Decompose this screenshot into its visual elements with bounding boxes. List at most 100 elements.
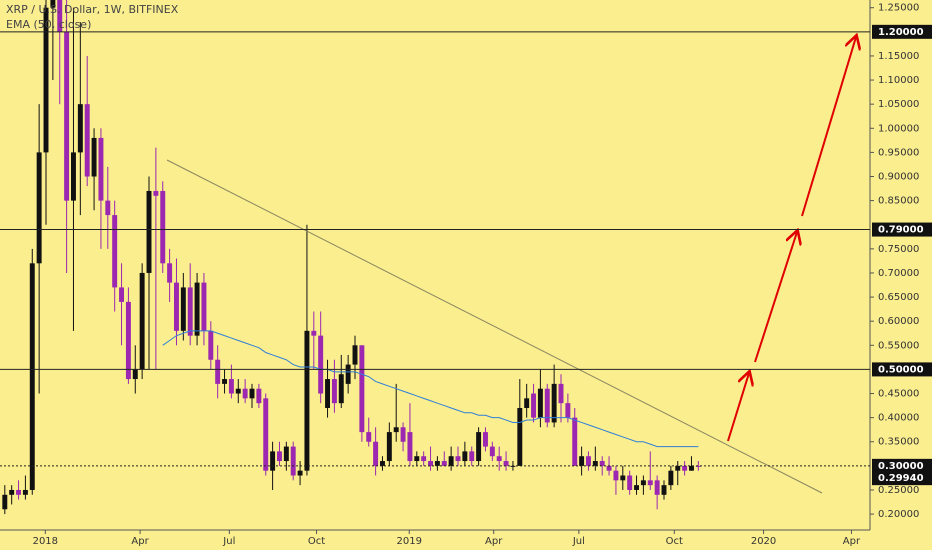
x-tick-label: Apr xyxy=(131,536,149,547)
candle-body xyxy=(599,461,605,466)
candle-body xyxy=(585,456,591,466)
y-tick-label: 0.70000 xyxy=(878,268,919,279)
candle-body xyxy=(379,461,385,466)
candle-body xyxy=(647,480,653,486)
x-tick-label: Jul xyxy=(222,536,235,547)
candle-body xyxy=(675,465,681,471)
candle-body xyxy=(174,282,179,331)
candle-body xyxy=(640,480,646,486)
candle-body xyxy=(448,456,454,466)
price-label-box xyxy=(872,458,932,473)
price-label-box xyxy=(872,24,932,39)
candle-body xyxy=(592,461,598,466)
x-tick-label: 2019 xyxy=(397,536,422,547)
x-tick-label: Apr xyxy=(843,536,861,547)
candle-body xyxy=(71,152,76,201)
candle-body xyxy=(187,287,193,336)
candle-body xyxy=(311,330,317,336)
y-tick-label: 0.40000 xyxy=(878,413,919,424)
candle-body xyxy=(606,465,612,471)
candle-body xyxy=(393,427,399,433)
candle-body xyxy=(462,451,468,462)
candle-body xyxy=(421,456,427,462)
candle-body xyxy=(84,104,90,177)
candle-body xyxy=(620,475,626,481)
candle-body xyxy=(318,335,324,394)
candle-body xyxy=(682,465,688,471)
candle-body xyxy=(167,263,173,283)
y-tick-label: 1.15000 xyxy=(878,51,919,62)
candle-body xyxy=(627,475,633,490)
y-tick-label: 1.05000 xyxy=(878,99,919,110)
y-tick-label: 1.00000 xyxy=(878,123,919,134)
y-tick-label: 0.35000 xyxy=(878,437,919,448)
candle-body xyxy=(331,379,337,404)
candle-body xyxy=(50,0,56,8)
candle-body xyxy=(551,383,557,423)
candle-body xyxy=(373,441,379,466)
candle-body xyxy=(345,364,351,384)
candle-body xyxy=(579,456,585,466)
candle-body xyxy=(489,446,495,457)
candle-body xyxy=(407,432,413,462)
y-tick-label: 0.85000 xyxy=(878,196,919,207)
candle-body xyxy=(688,465,694,471)
candle-body xyxy=(366,432,372,442)
candle-body xyxy=(352,345,358,365)
y-tick-label: 0.75000 xyxy=(878,244,919,255)
candle-body xyxy=(256,388,262,404)
candle-body xyxy=(105,200,111,216)
candle-body xyxy=(228,379,234,394)
candle-body xyxy=(400,427,406,442)
candle-body xyxy=(242,388,248,399)
x-tick-label: Apr xyxy=(485,536,503,547)
candle-body xyxy=(283,446,289,462)
candle-body xyxy=(36,152,42,264)
candle-body xyxy=(235,388,241,394)
x-tick-label: Jul xyxy=(572,536,585,547)
candle-body xyxy=(276,451,282,462)
y-tick-label: 0.60000 xyxy=(878,316,919,327)
projection-arrows xyxy=(727,37,856,442)
y-tick-label: 0.25000 xyxy=(878,485,919,496)
candle-body xyxy=(208,330,214,360)
candle-body xyxy=(249,388,255,399)
candle-body xyxy=(2,494,8,510)
candle-body xyxy=(91,137,97,177)
candle-body xyxy=(338,374,344,404)
y-tick-label: 0.55000 xyxy=(878,340,919,351)
candle-body xyxy=(428,461,434,466)
y-tick-label: 0.20000 xyxy=(878,509,919,520)
candle-body xyxy=(654,480,660,495)
x-tick-label: Oct xyxy=(308,536,325,547)
candle-body xyxy=(434,461,440,466)
candle-body xyxy=(9,489,15,495)
y-tick-label: 0.45000 xyxy=(878,389,919,400)
candle-body xyxy=(43,7,49,153)
candle-body xyxy=(661,485,667,495)
candle-body xyxy=(441,461,447,466)
candle-body xyxy=(139,272,145,370)
candle-body xyxy=(359,345,365,433)
candle-body xyxy=(215,359,221,384)
legend-ema: EMA (50, close) xyxy=(6,18,91,31)
ema-line xyxy=(162,330,699,448)
price-label: 1.20000 xyxy=(878,27,924,38)
candle-body xyxy=(119,287,125,302)
candle-body xyxy=(98,137,104,201)
price-label-box xyxy=(872,362,932,377)
candle-body xyxy=(476,432,482,462)
price-label: 0.30000 xyxy=(878,461,924,472)
candle-body xyxy=(613,470,619,481)
candle-body xyxy=(325,379,331,408)
candle-body xyxy=(194,282,200,336)
candle-body xyxy=(565,403,571,418)
candle-body xyxy=(263,398,269,471)
candle-body xyxy=(537,388,543,418)
candle-body xyxy=(132,369,138,380)
y-tick-label: 0.90000 xyxy=(878,172,919,183)
candle-body xyxy=(668,470,674,486)
y-tick-label: 0.95000 xyxy=(878,147,919,158)
candle-body xyxy=(64,31,70,201)
